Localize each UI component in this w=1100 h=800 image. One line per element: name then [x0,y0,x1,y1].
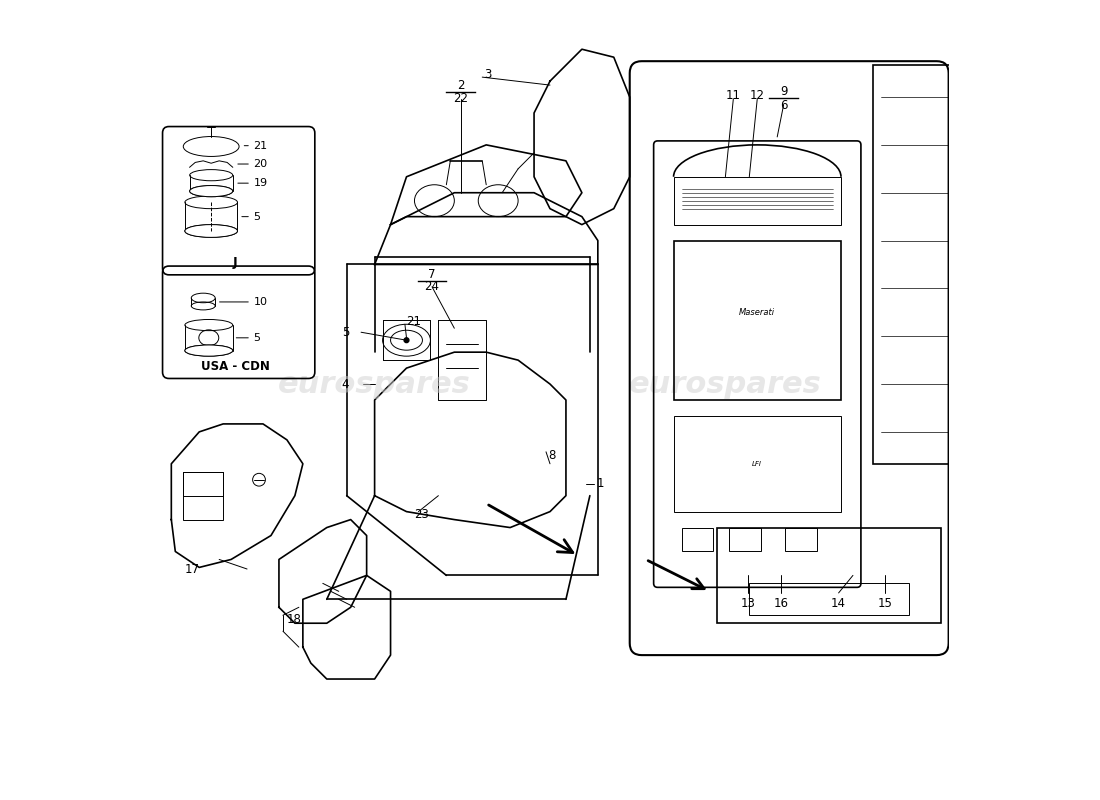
Text: 14: 14 [832,597,846,610]
Text: 21: 21 [407,315,421,328]
Text: 10: 10 [253,297,267,307]
Bar [873,65,968,464]
Bar [682,527,714,551]
Text: eurospares: eurospares [278,370,471,398]
Text: 5: 5 [342,326,349,338]
Text: Maserati: Maserati [739,308,776,317]
Text: 22: 22 [453,92,469,105]
Text: 20: 20 [253,159,267,169]
Text: eurospares: eurospares [629,370,822,398]
Bar [673,241,842,400]
Text: 5: 5 [253,212,261,222]
Text: 16: 16 [773,597,789,610]
Bar [717,527,940,623]
Text: 7: 7 [428,268,436,282]
Bar [184,472,223,496]
Text: 4: 4 [342,378,349,390]
Bar [184,472,223,519]
Text: 18: 18 [287,613,301,626]
Text: USA - CDN: USA - CDN [200,360,270,373]
Text: LFI: LFI [752,461,762,466]
Text: 11: 11 [726,89,741,102]
Text: 5: 5 [253,333,261,343]
Text: 9: 9 [780,85,788,98]
Text: 15: 15 [878,597,892,610]
Bar [749,583,909,615]
Bar [673,416,842,512]
Text: 3: 3 [485,68,492,82]
Bar [673,177,842,225]
Bar [785,527,817,551]
Text: J: J [233,256,238,270]
Text: 13: 13 [740,597,755,610]
Ellipse shape [185,345,233,356]
Text: 24: 24 [425,280,440,294]
Text: 21: 21 [253,141,267,150]
Text: 2: 2 [456,78,464,91]
Text: 6: 6 [780,98,788,111]
Text: 1: 1 [596,478,604,490]
Text: 12: 12 [750,89,764,102]
Text: 8: 8 [549,450,556,462]
Text: 19: 19 [253,178,267,188]
Ellipse shape [185,225,238,238]
Ellipse shape [189,186,233,197]
Text: 23: 23 [415,507,429,521]
Circle shape [404,338,409,342]
Bar [729,527,761,551]
Text: 17: 17 [184,563,199,576]
